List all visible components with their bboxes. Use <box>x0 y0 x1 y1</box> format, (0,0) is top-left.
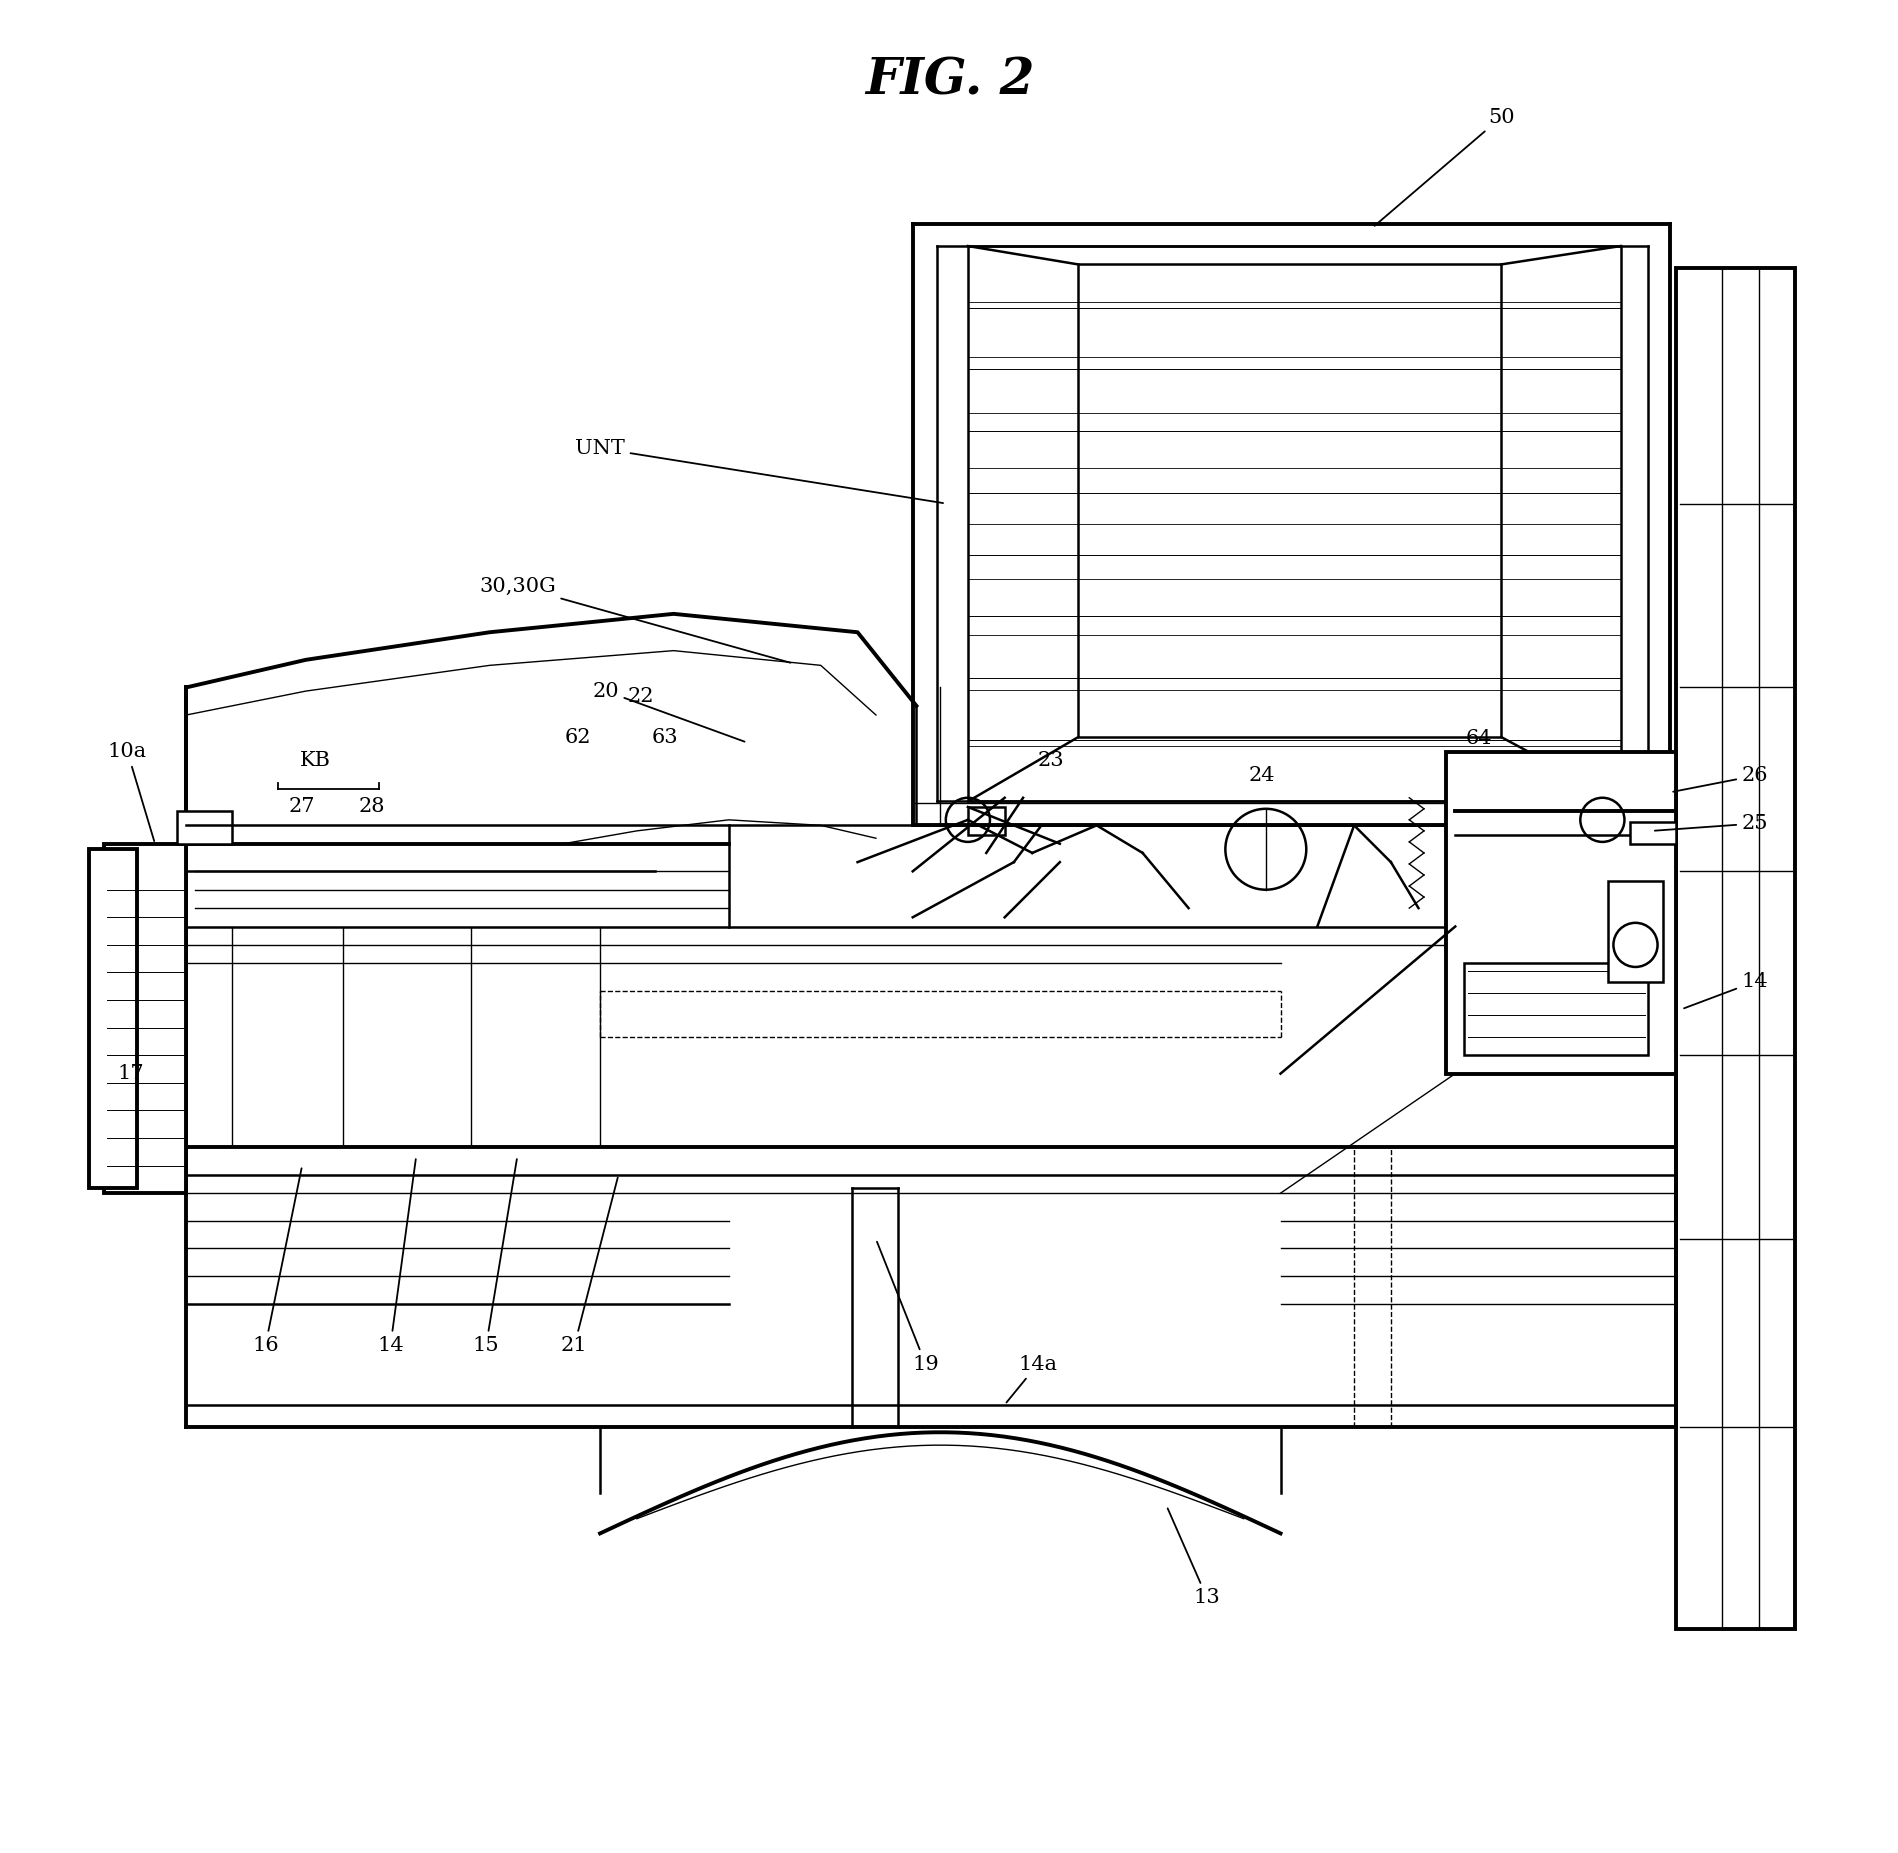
Text: 19: 19 <box>877 1242 938 1373</box>
Text: 21: 21 <box>560 1177 617 1355</box>
Bar <box>177 810 232 843</box>
Text: 63: 63 <box>651 728 678 747</box>
Text: 24: 24 <box>1249 765 1275 786</box>
Text: 14: 14 <box>378 1160 416 1355</box>
Bar <box>1608 880 1663 982</box>
Text: 20: 20 <box>592 682 744 741</box>
Bar <box>1628 821 1676 843</box>
Polygon shape <box>104 843 186 1193</box>
Text: 64: 64 <box>1465 730 1492 749</box>
Text: 27: 27 <box>288 797 315 817</box>
Text: KB: KB <box>300 752 330 771</box>
Text: 17: 17 <box>118 1064 144 1084</box>
Text: 23: 23 <box>1036 752 1063 771</box>
Text: 30,30G: 30,30G <box>478 576 790 663</box>
Text: 28: 28 <box>359 797 385 817</box>
Bar <box>1463 964 1647 1054</box>
Text: 50: 50 <box>1374 107 1515 226</box>
Bar <box>968 806 1004 834</box>
Bar <box>1444 752 1676 1073</box>
Text: 25: 25 <box>1653 813 1767 834</box>
Text: 62: 62 <box>564 728 590 747</box>
Text: 26: 26 <box>1672 765 1767 791</box>
Text: 10a: 10a <box>108 743 154 841</box>
Text: UNT: UNT <box>575 439 943 502</box>
Text: 22: 22 <box>626 687 653 706</box>
Text: 13: 13 <box>1167 1508 1220 1607</box>
Text: 14: 14 <box>1684 973 1767 1008</box>
Text: 14a: 14a <box>1006 1355 1057 1403</box>
Text: 16: 16 <box>252 1167 302 1355</box>
Text: FIG. 2: FIG. 2 <box>864 56 1034 106</box>
Text: 15: 15 <box>473 1160 516 1355</box>
Polygon shape <box>1676 269 1794 1629</box>
Bar <box>1573 806 1619 834</box>
Polygon shape <box>89 849 137 1188</box>
